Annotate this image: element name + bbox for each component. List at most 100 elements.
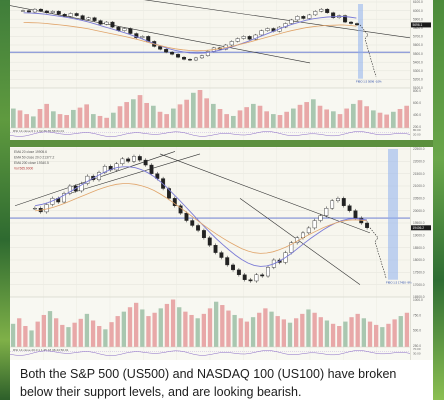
candle-body	[213, 244, 218, 253]
candle-body	[193, 57, 198, 61]
volume-bar	[317, 105, 323, 128]
candle-body	[188, 59, 192, 61]
candle-body	[32, 208, 37, 210]
candle-body	[190, 220, 195, 226]
volume-bar	[44, 103, 49, 128]
volume-bar	[224, 114, 229, 128]
volume-bar	[257, 105, 263, 128]
volume-tick-label: 500.0	[413, 329, 421, 333]
price-tick-label: 6100.0	[413, 0, 423, 4]
volume-bar	[152, 312, 157, 347]
candle-body	[260, 274, 265, 277]
volume-bar	[97, 326, 102, 347]
volume-tick-label: 600.0	[413, 101, 421, 105]
volume-bar	[184, 99, 189, 128]
volume-bar	[131, 99, 136, 128]
volume-bar	[357, 100, 363, 128]
background-strip-right	[432, 0, 444, 400]
volume-bar	[404, 105, 409, 128]
volume-bar	[23, 326, 28, 347]
volume-tick-label: 250.0	[413, 344, 421, 348]
volume-bar	[220, 305, 225, 347]
volume-bar	[164, 114, 169, 128]
candle-body	[20, 10, 25, 12]
projection-label: FIBO 1.5 17450 -9%	[386, 281, 412, 285]
candle-body	[343, 15, 348, 23]
candle-body	[313, 11, 318, 16]
volume-bar	[103, 329, 108, 347]
price-tick-label: 5800.0	[413, 26, 423, 30]
volume-bar	[269, 311, 274, 347]
trend-channel-line	[10, 5, 311, 64]
volume-bar	[397, 109, 403, 128]
candle-body	[85, 175, 90, 184]
volume-bar	[51, 111, 56, 128]
volume-bar	[257, 312, 262, 347]
candle-body	[62, 13, 67, 17]
trend-channel-line	[239, 198, 361, 285]
volume-bar	[364, 106, 369, 128]
candle-body	[74, 13, 79, 16]
legend-entry: EMA 20 close 19905.6	[14, 150, 47, 154]
candle-body	[92, 17, 97, 21]
volume-bar	[71, 109, 76, 128]
price-tick-label: 22500.0	[413, 147, 425, 151]
legend-entry: EMA 200 close 19340.5	[14, 161, 49, 165]
volume-bar	[57, 114, 63, 128]
volume-bar	[146, 316, 151, 347]
price-tick-label: 5900.0	[413, 17, 423, 21]
volume-bar	[37, 109, 43, 128]
candle-body	[365, 222, 370, 228]
oscillator-tick-label: 70.00	[413, 347, 421, 351]
volume-bar	[404, 312, 410, 347]
us500-chart-svg: 6100.0 6000.0 5900.0 5800.0 5700.0 5600.0 5500…	[10, 0, 431, 140]
volume-bar	[297, 104, 303, 128]
volume-bar	[304, 102, 309, 128]
volume-bar	[151, 105, 156, 128]
oscillator-label: RSI 14 close 20.0 1 1 45.18 38.44 50.01	[13, 348, 69, 352]
price-tick-label: 18000.0	[413, 258, 425, 262]
volume-bar	[355, 313, 360, 347]
candle-body	[254, 274, 259, 282]
candle-body	[143, 159, 148, 166]
volume-bar	[337, 326, 342, 347]
volume-bar	[115, 316, 120, 347]
volume-bar	[134, 302, 139, 347]
volume-bar	[337, 114, 343, 128]
candle-body	[170, 51, 175, 55]
volume-bar	[183, 311, 188, 347]
volume-bar	[238, 318, 243, 347]
candle-body	[97, 172, 101, 181]
oscillator-tick-label: 20.00	[413, 133, 421, 137]
price-tick-label: 5700.0	[413, 35, 423, 39]
price-tick-label: 6000.0	[413, 9, 423, 13]
candle-body	[50, 11, 55, 13]
volume-bar	[377, 112, 383, 128]
price-tick-label: 5600.0	[413, 43, 423, 47]
legend-entry: EMA 50 close 20.0 21377.2	[14, 156, 54, 160]
volume-bar	[284, 111, 289, 128]
price-tick-label: 5300.0	[413, 69, 423, 73]
volume-bar	[124, 102, 129, 128]
candle-body	[247, 36, 252, 40]
volume-bar	[117, 106, 123, 128]
candle-body	[207, 237, 212, 246]
volume-bar	[384, 114, 389, 128]
candle-body	[182, 56, 187, 60]
candle-body	[38, 8, 43, 12]
candle-body	[336, 198, 340, 201]
volume-bar	[90, 320, 96, 347]
candle-body	[353, 210, 358, 219]
volume-bar	[77, 107, 83, 128]
us500-chart-panel: 6100.0 6000.0 5900.0 5800.0 5700.0 5600.0 5500…	[10, 0, 433, 140]
volume-bar	[374, 324, 379, 347]
volume-bar	[275, 316, 280, 347]
candle-body	[301, 16, 306, 19]
candle-body	[225, 257, 230, 266]
volume-bar	[171, 108, 176, 128]
volume-bar	[231, 115, 236, 128]
volume-bar	[164, 303, 170, 347]
candle-body	[199, 55, 204, 59]
volume-bar	[361, 318, 366, 347]
volume-bar	[312, 312, 317, 347]
